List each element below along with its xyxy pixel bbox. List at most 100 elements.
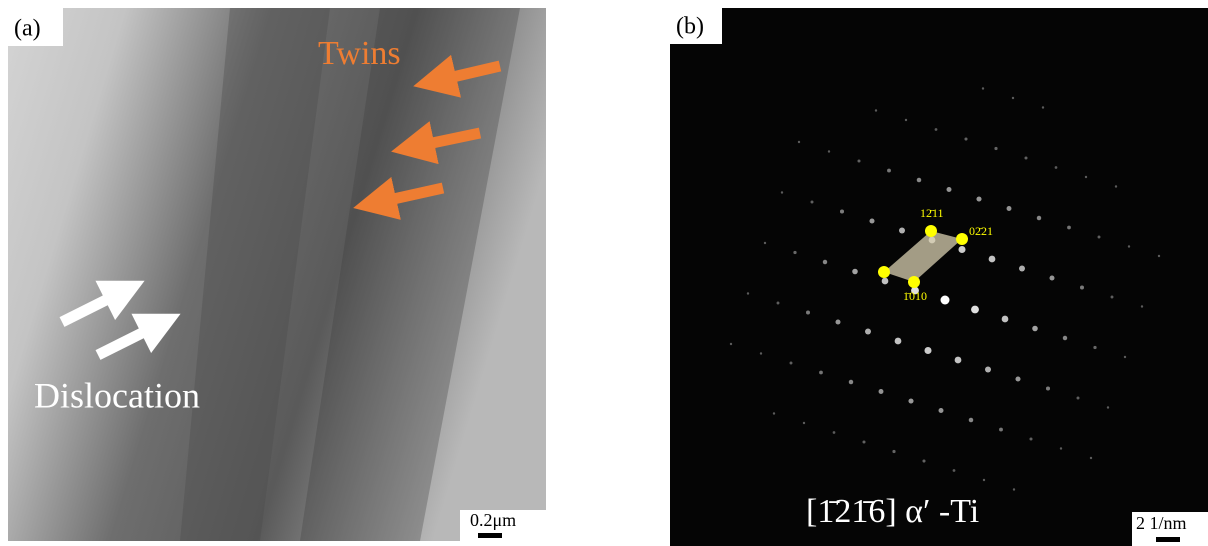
- dislocation-label: Dislocation: [34, 375, 200, 415]
- diffraction-spot: [1042, 106, 1044, 108]
- diffraction-spot: [882, 278, 889, 285]
- diffraction-spot: [806, 311, 810, 315]
- panel-a: (a) Twins Dislocation 0.2μm: [8, 8, 546, 541]
- diffraction-spot: [1093, 346, 1096, 349]
- diffraction-spot: [941, 296, 950, 305]
- diffraction-spot: [908, 398, 913, 403]
- page: (a) Twins Dislocation 0.2μm (b) 12̄11 02…: [0, 0, 1208, 546]
- diffraction-spot: [964, 137, 967, 140]
- spot-marker: [925, 225, 937, 237]
- diffraction-spot: [1037, 216, 1041, 220]
- saed-image: [670, 8, 1208, 546]
- diffraction-spot: [1015, 376, 1020, 381]
- diffraction-spot: [835, 319, 840, 324]
- figure: (a) Twins Dislocation 0.2μm (b) 12̄11 02…: [0, 0, 1208, 546]
- diffraction-spot: [999, 428, 1003, 432]
- diffraction-spot: [857, 159, 860, 162]
- diffraction-spot: [852, 269, 858, 275]
- diffraction-spot: [811, 201, 814, 204]
- diffraction-spot: [1098, 236, 1101, 239]
- diffraction-spot: [1002, 316, 1009, 323]
- spot-label: 12̄11: [920, 206, 944, 220]
- spot-marker: [956, 233, 968, 245]
- diffraction-spot: [917, 178, 922, 183]
- diffraction-spot: [777, 302, 780, 305]
- diffraction-spot: [819, 371, 823, 375]
- diffraction-spot: [947, 187, 952, 192]
- scale-bar: [478, 533, 502, 538]
- diffraction-spot: [935, 128, 938, 131]
- diffraction-spot: [773, 412, 775, 414]
- diffraction-spot: [953, 469, 956, 472]
- diffraction-spot: [1128, 245, 1130, 247]
- diffraction-spot: [1141, 305, 1143, 307]
- scale-label: 0.2μm: [470, 510, 516, 530]
- diffraction-spot: [924, 347, 931, 354]
- diffraction-spot: [1055, 166, 1058, 169]
- diffraction-spot: [971, 306, 979, 314]
- diffraction-spot: [849, 380, 853, 384]
- diffraction-spot: [1032, 326, 1038, 332]
- diffraction-spot: [1007, 206, 1012, 211]
- diffraction-spot: [764, 242, 766, 244]
- diffraction-spot: [747, 292, 749, 294]
- diffraction-spot: [983, 479, 985, 481]
- diffraction-spot: [958, 246, 965, 253]
- diffraction-spot: [982, 87, 984, 89]
- diffraction-spot: [1046, 386, 1050, 390]
- diffraction-spot: [798, 141, 800, 143]
- scale-bar: [1156, 537, 1180, 542]
- diffraction-spot: [1063, 336, 1067, 340]
- diffraction-spot: [823, 260, 827, 264]
- diffraction-spot: [862, 440, 865, 443]
- diffraction-spot: [793, 251, 796, 254]
- diffraction-spot: [955, 357, 962, 364]
- diffraction-spot: [899, 227, 905, 233]
- diffraction-spot: [875, 109, 877, 111]
- diffraction-spot: [1029, 437, 1032, 440]
- panel-label: (b): [676, 14, 704, 40]
- diffraction-spot: [760, 352, 762, 354]
- diffraction-spot: [1124, 356, 1126, 358]
- diffraction-spot: [1107, 406, 1109, 408]
- diffraction-spot: [939, 408, 944, 413]
- diffraction-spot: [887, 169, 891, 173]
- spot-marker: [908, 276, 920, 288]
- diffraction-spot: [1090, 457, 1092, 459]
- diffraction-spot: [985, 366, 991, 372]
- diffraction-spot: [1060, 447, 1062, 449]
- diffraction-spot: [1080, 286, 1084, 290]
- diffraction-spot: [1049, 275, 1054, 280]
- diffraction-spot: [869, 218, 874, 223]
- diffraction-spot: [1024, 156, 1027, 159]
- diffraction-spot: [969, 418, 974, 423]
- diffraction-spot: [922, 459, 925, 462]
- diffraction-spot: [895, 338, 902, 345]
- diffraction-spot: [828, 150, 830, 152]
- diffraction-spot: [803, 422, 805, 424]
- diffraction-spot: [976, 196, 981, 201]
- diffraction-spot: [1013, 488, 1015, 490]
- panel-label: (a): [14, 16, 41, 42]
- diffraction-spot: [905, 119, 907, 121]
- panel-b: (b): [670, 8, 1208, 546]
- diffraction-spot: [865, 329, 871, 335]
- diffraction-spot: [833, 431, 836, 434]
- spot-label: 02̄21: [969, 224, 993, 238]
- diffraction-spot: [989, 256, 996, 263]
- zone-axis: [1̄21̄6] α′ -Ti: [806, 493, 979, 530]
- spot-label: 1̄010: [903, 289, 927, 303]
- diffraction-spot: [994, 147, 997, 150]
- diffraction-spot: [840, 209, 844, 213]
- diffraction-spot: [1085, 176, 1087, 178]
- spot-marker: [878, 266, 890, 278]
- diffraction-spot: [1067, 226, 1071, 230]
- diffraction-spot: [1019, 266, 1025, 272]
- scale-label: 2 1/nm: [1136, 513, 1187, 533]
- diffraction-spot: [1158, 255, 1160, 257]
- diffraction-spot: [781, 191, 783, 193]
- diffraction-spot: [1115, 185, 1117, 187]
- diffraction-spot: [879, 389, 884, 394]
- twins-label: Twins: [318, 35, 401, 72]
- diffraction-spot: [1077, 397, 1080, 400]
